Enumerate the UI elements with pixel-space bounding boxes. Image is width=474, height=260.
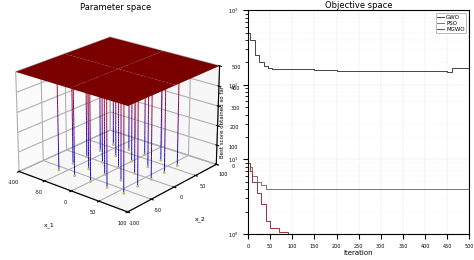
GWO [265, 66, 271, 69]
PSO [247, 165, 253, 168]
MGWO [263, 219, 269, 223]
GWO [246, 31, 251, 34]
GWO [247, 38, 253, 42]
Legend: GWO, PSO, MGWO: GWO, PSO, MGWO [436, 13, 466, 33]
GWO [270, 67, 275, 70]
X-axis label: x_1: x_1 [44, 222, 55, 228]
PSO [254, 180, 260, 184]
GWO [334, 69, 339, 72]
MGWO [246, 161, 251, 164]
GWO [252, 54, 257, 57]
PSO [250, 174, 255, 178]
GWO [261, 64, 266, 67]
MGWO [290, 232, 295, 236]
Line: PSO: PSO [248, 163, 469, 189]
GWO [378, 69, 383, 73]
MGWO [254, 192, 260, 195]
X-axis label: Iteration: Iteration [344, 250, 374, 256]
PSO [258, 184, 264, 187]
Y-axis label: Best score obtained so far: Best score obtained so far [220, 86, 225, 158]
PSO [466, 187, 472, 191]
Line: MGWO: MGWO [248, 163, 469, 234]
GWO [311, 69, 317, 72]
GWO [356, 69, 362, 72]
MGWO [247, 170, 253, 173]
GWO [466, 66, 472, 69]
GWO [422, 70, 428, 73]
GWO [256, 61, 262, 64]
Title: Objective space: Objective space [325, 1, 392, 10]
MGWO [285, 232, 291, 236]
MGWO [258, 203, 264, 206]
GWO [449, 66, 455, 69]
MGWO [276, 231, 282, 234]
GWO [400, 70, 406, 73]
MGWO [466, 232, 472, 236]
Title: Parameter space: Parameter space [80, 3, 151, 12]
GWO [444, 70, 450, 73]
Line: GWO: GWO [248, 33, 469, 72]
PSO [246, 161, 251, 164]
MGWO [250, 180, 255, 184]
Y-axis label: x_2: x_2 [195, 216, 206, 222]
MGWO [267, 226, 273, 230]
PSO [263, 187, 269, 191]
GWO [290, 68, 295, 71]
